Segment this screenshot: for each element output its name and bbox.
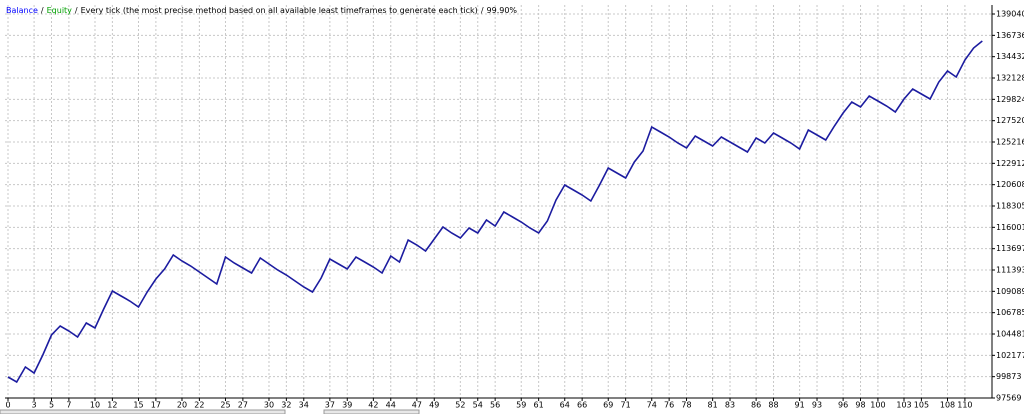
- x-tick-label: 103: [896, 401, 911, 410]
- y-tick-label: 102177: [996, 351, 1024, 360]
- separator: /: [75, 6, 78, 15]
- quality: 99.90%: [487, 6, 518, 15]
- x-tick-label: 32: [281, 401, 291, 410]
- x-tick-label: 39: [342, 401, 352, 410]
- y-tick-label: 106785: [996, 308, 1024, 317]
- x-tick-label: 66: [577, 401, 587, 410]
- x-tick-label: 3: [32, 401, 37, 410]
- x-tick-label: 54: [473, 401, 483, 410]
- x-tick-label: 100: [870, 401, 885, 410]
- x-tick-label: 96: [838, 401, 848, 410]
- x-tick-label: 37: [325, 401, 335, 410]
- x-tick-label: 56: [490, 401, 500, 410]
- y-tick-label: 104481: [996, 330, 1024, 339]
- scrollbar: [0, 409, 286, 414]
- y-tick-label: 127520: [996, 116, 1024, 125]
- y-tick-label: 111393: [996, 266, 1024, 275]
- x-tick-label: 86: [751, 401, 761, 410]
- y-tick-label: 99873: [996, 372, 1021, 381]
- y-tick-label: 125216: [996, 138, 1024, 147]
- separator: /: [41, 6, 44, 15]
- x-tick-label: 12: [107, 401, 117, 410]
- x-tick-label: 91: [795, 401, 805, 410]
- legend-text: Balance / Equity / Every tick (the most prec…: [6, 6, 517, 15]
- x-tick-label: 69: [603, 401, 613, 410]
- y-tick-label: 129824: [996, 95, 1024, 104]
- x-tick-label: 22: [194, 401, 204, 410]
- x-tick-label: 61: [534, 401, 544, 410]
- x-tick-label: 76: [664, 401, 674, 410]
- x-tick-label: 27: [238, 401, 248, 410]
- x-tick-label: 52: [455, 401, 465, 410]
- x-tick-label: 74: [647, 401, 657, 410]
- x-tick-label: 15: [133, 401, 143, 410]
- x-tick-label: 5: [49, 401, 54, 410]
- x-tick-label: 64: [560, 401, 570, 410]
- y-tick-label: 120608: [996, 180, 1024, 189]
- y-tick-label: 132128: [996, 74, 1024, 83]
- x-tick-label: 25: [220, 401, 230, 410]
- x-tick-label: 59: [516, 401, 526, 410]
- y-tick-label: 139040: [996, 10, 1024, 19]
- legend-entry: Equity: [47, 6, 73, 15]
- x-tick-label: 44: [386, 401, 396, 410]
- x-tick-label: 49: [429, 401, 439, 410]
- x-tick-label: 108: [940, 401, 955, 410]
- subtitle: Every tick (the most precise method base…: [81, 6, 478, 15]
- y-tick-label: 113697: [996, 244, 1024, 253]
- scrollbar: [323, 409, 420, 414]
- x-tick-label: 47: [412, 401, 422, 410]
- x-tick-label: 7: [66, 401, 71, 410]
- x-tick-label: 71: [621, 401, 631, 410]
- y-tick-label: 136736: [996, 31, 1024, 40]
- x-tick-label: 34: [299, 401, 309, 410]
- y-tick-label: 116001: [996, 223, 1024, 232]
- legend-entry: Balance: [6, 6, 38, 15]
- x-tick-label: 93: [812, 401, 822, 410]
- x-tick-label: 105: [914, 401, 929, 410]
- x-tick-label: 30: [264, 401, 274, 410]
- x-tick-label: 10: [90, 401, 100, 410]
- x-tick-label: 20: [177, 401, 187, 410]
- x-tick-label: 88: [768, 401, 778, 410]
- y-tick-label: 122912: [996, 159, 1024, 168]
- y-tick-label: 109089: [996, 287, 1024, 296]
- x-tick-label: 78: [681, 401, 691, 410]
- x-tick-label: 42: [368, 401, 378, 410]
- y-tick-label: 97569: [996, 394, 1021, 403]
- separator: /: [481, 6, 484, 15]
- y-tick-label: 118305: [996, 202, 1024, 211]
- x-tick-label: 98: [855, 401, 865, 410]
- legend: Balance / Equity / Every tick (the most prec…: [6, 6, 517, 15]
- x-tick-label: 110: [957, 401, 972, 410]
- x-tick-label: 81: [708, 401, 718, 410]
- x-tick-label: 83: [725, 401, 735, 410]
- x-tick-label: 17: [151, 401, 161, 410]
- balance-line: [7, 40, 983, 384]
- x-tick-label: 0: [5, 401, 10, 410]
- y-tick-label: 134432: [996, 52, 1024, 61]
